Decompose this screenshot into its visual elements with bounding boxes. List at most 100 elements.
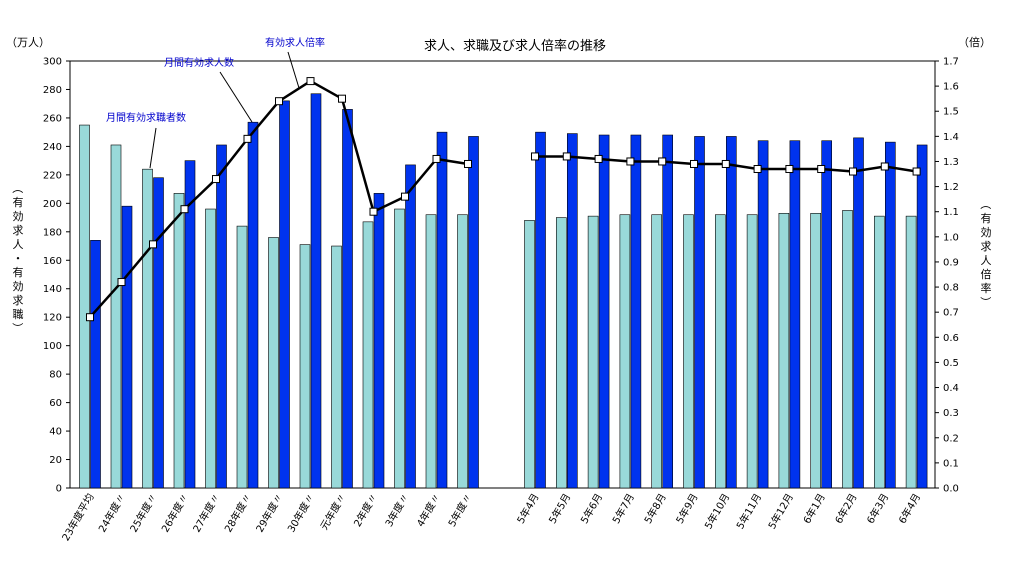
x-tick-label: 26年度〃 (158, 491, 191, 535)
left-axis-label-char: 求 (13, 224, 24, 237)
x-tick-label: 30年度〃 (284, 491, 317, 535)
right-tick-label: 1.4 (943, 132, 959, 143)
bar-job-openings (916, 144, 928, 489)
bar-job-openings (853, 137, 864, 489)
left-tick-label: 60 (49, 398, 62, 409)
bar-job-seekers (299, 244, 311, 489)
ratio-point-marker (849, 167, 857, 176)
bar-job-openings (90, 240, 101, 489)
ratio-point-marker (753, 165, 762, 174)
bar-job-seekers (142, 168, 153, 489)
x-tick-label: 5年10月 (702, 491, 733, 531)
x-tick-label: 5年12月 (765, 491, 796, 531)
right-tick-label: 1.1 (943, 207, 959, 218)
left-tick-label: 120 (43, 313, 62, 324)
right-axis-label-char: 有 (981, 211, 992, 225)
ratio-point-marker (86, 313, 94, 322)
right-tick-label: 0.0 (943, 484, 959, 495)
left-tick-label: 160 (43, 256, 62, 267)
ratio-point-marker (658, 157, 667, 166)
bar-job-openings (247, 121, 259, 489)
bar-job-seekers (651, 214, 663, 489)
bar-job-seekers (524, 220, 535, 489)
right-axis-label-char: 求 (981, 240, 992, 253)
right-tick-label: 0.6 (943, 333, 959, 344)
left-axis-label-char: 有 (13, 195, 24, 209)
ratio-point-marker (464, 159, 472, 168)
x-tick-label: 元年度〃 (317, 491, 348, 532)
bar-job-openings (630, 134, 642, 489)
left-tick-label: 140 (43, 284, 62, 295)
ratio-line (86, 77, 921, 322)
ratio-point-marker (785, 165, 794, 174)
ratio-point-marker (401, 192, 409, 201)
bar-job-seekers (394, 208, 405, 489)
left-axis-label-char: 効 (13, 279, 24, 293)
bar-job-openings (373, 193, 385, 489)
left-axis-label-char: 職 (13, 308, 24, 321)
left-tick-label: 260 (43, 113, 62, 124)
annotation-seekers: 月間有効求職者数 (106, 111, 186, 124)
bar-job-seekers (905, 215, 917, 489)
right-axis-label-char: ） (979, 297, 992, 308)
x-tick-label: 6年3月 (864, 491, 892, 526)
right-tick-label: 1.7 (943, 57, 959, 68)
annotation-leader (149, 127, 157, 169)
bar-job-openings (789, 140, 801, 489)
annotation-leader (287, 51, 300, 89)
bar-job-seekers (362, 221, 374, 489)
x-tick-label: 5年9月 (673, 491, 701, 526)
plot-frame (69, 60, 936, 489)
right-axis-label-char: 率 (981, 281, 992, 295)
left-axis-unit: （万人） (6, 36, 50, 49)
annotation-openings: 月間有効求人数 (164, 56, 234, 69)
right-axis-label-char: 倍 (981, 267, 992, 281)
ratio-point-marker (562, 152, 571, 161)
left-tick-label: 300 (43, 57, 62, 68)
bar-job-seekers (555, 217, 567, 489)
ratio-point-marker (817, 165, 826, 174)
x-tick-label: 6年1月 (800, 491, 828, 526)
right-tick-label: 0.3 (943, 408, 959, 419)
bar-job-openings (310, 93, 322, 489)
ratio-point-marker (880, 162, 889, 171)
ratio-point-marker (180, 205, 189, 214)
bar-job-openings (598, 134, 610, 489)
bar-job-seekers (810, 212, 822, 489)
bar-job-seekers (873, 215, 885, 489)
x-tick-label: 5年度〃 (445, 491, 474, 529)
left-tick-label: 20 (49, 455, 62, 466)
x-tick-label: 25年度〃 (127, 491, 160, 535)
ratio-point-marker (338, 94, 346, 103)
x-tick-label: 2年度〃 (351, 491, 380, 529)
right-tick-label: 1.2 (943, 182, 959, 193)
x-tick-label: 27年度〃 (190, 491, 223, 535)
x-tick-label: 23年度平均 (59, 491, 97, 543)
bar-job-seekers (842, 210, 853, 489)
bar-job-openings (153, 177, 164, 489)
right-tick-label: 0.5 (943, 358, 959, 369)
bar-job-seekers (236, 225, 248, 489)
bar-job-openings (468, 136, 479, 489)
bar-job-seekers (268, 237, 279, 489)
bar-job-openings (342, 109, 353, 489)
bar-job-seekers (746, 214, 758, 489)
bar-job-openings (121, 205, 133, 489)
ratio-point-marker (117, 278, 126, 287)
right-tick-label: 0.9 (943, 257, 959, 268)
right-axis-label-char: 人 (981, 254, 992, 267)
bar-job-seekers (778, 212, 790, 489)
bar-job-openings (884, 141, 896, 489)
x-tick-label: 5年6月 (578, 491, 606, 526)
left-tick-label: 0 (56, 484, 62, 495)
bar-job-seekers (173, 193, 185, 489)
x-tick-label: 29年度〃 (253, 491, 286, 535)
bar-job-openings (662, 134, 674, 489)
ratio-point-marker (626, 157, 635, 166)
right-tick-label: 0.2 (943, 433, 959, 444)
bar-job-seekers (457, 214, 468, 489)
left-axis-label-char: ） (11, 323, 24, 334)
x-tick-label: 5年11月 (733, 491, 764, 531)
